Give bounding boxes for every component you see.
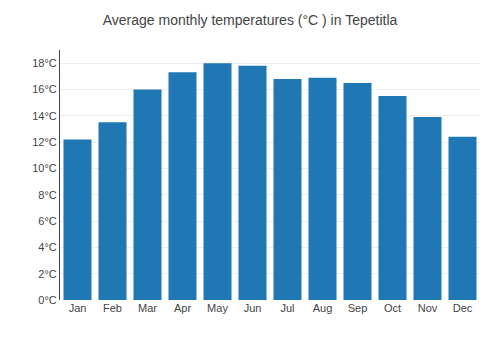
svg-text:Oct: Oct (384, 302, 401, 314)
svg-text:12°C: 12°C (32, 136, 57, 148)
svg-text:Jun: Jun (244, 302, 262, 314)
svg-text:May: May (207, 302, 228, 314)
svg-text:Mar: Mar (138, 302, 157, 314)
svg-text:14°C: 14°C (32, 110, 57, 122)
svg-text:10°C: 10°C (32, 162, 57, 174)
svg-text:0°C: 0°C (38, 294, 57, 306)
svg-text:Jul: Jul (280, 302, 294, 314)
svg-text:6°C: 6°C (38, 215, 57, 227)
svg-text:Dec: Dec (453, 302, 473, 314)
svg-text:Sep: Sep (348, 302, 368, 314)
svg-text:Nov: Nov (418, 302, 438, 314)
svg-text:Average monthly temperatures (: Average monthly temperatures (°C ) in Te… (103, 12, 398, 28)
svg-text:Jan: Jan (69, 302, 87, 314)
svg-text:4°C: 4°C (38, 241, 57, 253)
svg-text:Aug: Aug (313, 302, 333, 314)
svg-text:Feb: Feb (103, 302, 122, 314)
svg-text:16°C: 16°C (32, 83, 57, 95)
svg-text:8°C: 8°C (38, 189, 57, 201)
svg-text:Apr: Apr (174, 302, 191, 314)
svg-text:18°C: 18°C (32, 57, 57, 69)
svg-text:2°C: 2°C (38, 268, 57, 280)
